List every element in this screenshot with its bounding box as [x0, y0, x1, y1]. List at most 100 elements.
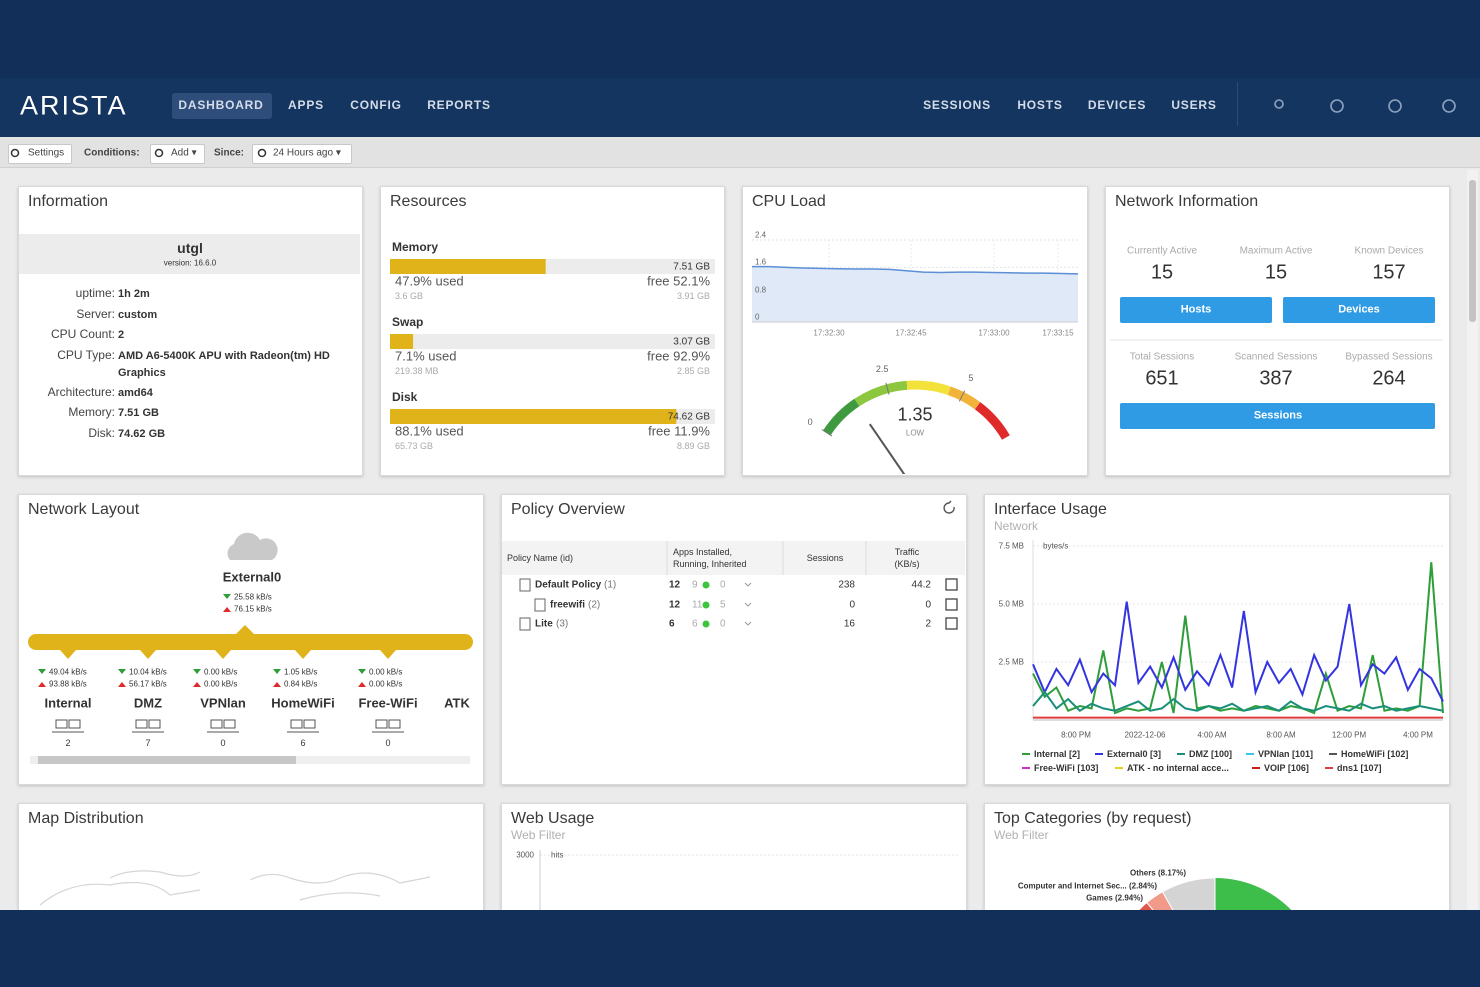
info-value: 1h 2m: [118, 288, 150, 300]
settings-label[interactable]: Settings: [28, 147, 65, 159]
info-label: Memory:: [68, 405, 115, 420]
nav-item[interactable]: CONFIG: [350, 98, 402, 113]
policy-name[interactable]: Lite: [535, 618, 553, 630]
interface-name: HomeWiFi: [271, 695, 335, 711]
card: [380, 186, 725, 476]
legend-label[interactable]: HomeWiFi [102]: [1341, 748, 1409, 759]
host-count: 2: [65, 737, 71, 748]
stat-value: 264: [1372, 367, 1406, 390]
policy-name[interactable]: Default Policy: [535, 579, 602, 591]
button-label[interactable]: Hosts: [1180, 303, 1212, 316]
gauge-tick-label: 2.5: [875, 364, 889, 375]
host-count: 0: [385, 737, 391, 748]
y-tick-label: 2.4: [755, 230, 767, 240]
stat-value: 387: [1259, 367, 1293, 390]
y-tick-label: 0: [755, 312, 760, 322]
interface-name: ATK: [444, 695, 470, 711]
card-title: Top Categories (by request): [994, 809, 1192, 827]
nav-item[interactable]: DEVICES: [1087, 98, 1147, 113]
x-tick-label: 8:00 AM: [1266, 730, 1296, 740]
gauge-tick-label: 5: [968, 373, 974, 384]
rate-down: 49.04 kB/s: [49, 667, 87, 677]
nav-active-bg: [172, 93, 272, 119]
unit-label: hits: [551, 850, 564, 860]
stat-value: 651: [1145, 367, 1179, 390]
info-label: Disk:: [88, 426, 115, 441]
rate-up: 0.00 kB/s: [369, 679, 403, 689]
button[interactable]: [1120, 297, 1272, 323]
resource-free: free 92.9%: [647, 348, 710, 364]
add-label[interactable]: Add ▾: [171, 147, 197, 159]
button-label[interactable]: Sessions: [1253, 409, 1303, 422]
rate-down: 0.00 kB/s: [204, 667, 238, 677]
nav-item[interactable]: HOSTS: [1017, 98, 1063, 113]
nav-item[interactable]: USERS: [1171, 98, 1217, 113]
legend-label[interactable]: External0 [3]: [1107, 748, 1162, 759]
nav-item[interactable]: SESSIONS: [923, 98, 991, 113]
policy-name[interactable]: freewifi: [550, 599, 586, 611]
y-tick-label: 7.5 MB: [998, 541, 1024, 551]
gauge-label: LOW: [905, 428, 925, 438]
info-value: amd64: [118, 387, 153, 399]
interface-name: VPNlan: [200, 695, 246, 711]
time-range-button[interactable]: [252, 144, 352, 164]
host-band: [19, 234, 360, 274]
info-label: Server:: [76, 307, 115, 322]
legend-label[interactable]: DMZ [100]: [1189, 748, 1233, 759]
nav-item[interactable]: APPS: [288, 98, 324, 113]
column-header: Sessions: [806, 552, 844, 563]
apps-running: 6: [692, 618, 698, 630]
stat-value: 15: [1264, 261, 1288, 284]
stat-value: 157: [1372, 261, 1406, 284]
slice-label: Games (2.94%): [1086, 893, 1143, 903]
x-tick-label: 4:00 PM: [1403, 730, 1433, 740]
stat-label: Bypassed Sessions: [1345, 351, 1433, 363]
slice-label: Computer and Internet Sec... (2.84%): [1017, 881, 1157, 891]
card-subtitle: Network: [994, 519, 1039, 534]
nav-item[interactable]: DASHBOARD: [178, 98, 264, 113]
stat-label: Scanned Sessions: [1234, 351, 1318, 363]
rate-up: 93.88 kB/s: [49, 679, 87, 689]
legend-label[interactable]: Internal [2]: [1034, 748, 1081, 759]
column-header: Policy Name (id): [507, 552, 574, 563]
brand-logo[interactable]: ARISTA: [20, 90, 128, 121]
policy-traffic: 2: [925, 618, 931, 630]
add-condition-button[interactable]: [150, 144, 205, 164]
rate-up: 76.15 kB/s: [234, 604, 272, 614]
card-subtitle: Web Filter: [511, 828, 566, 843]
button[interactable]: [1283, 297, 1435, 323]
button-label[interactable]: Devices: [1338, 303, 1380, 316]
legend-label[interactable]: VPNlan [101]: [1258, 748, 1314, 759]
resource-free-amount: 2.85 GB: [676, 365, 710, 376]
legend-label[interactable]: ATK - no internal acce...: [1127, 762, 1229, 773]
info-label: CPU Type:: [57, 348, 115, 363]
legend-label[interactable]: dns1 [107]: [1337, 762, 1382, 773]
toolbar: [0, 137, 1480, 168]
range-label[interactable]: 24 Hours ago ▾: [273, 147, 341, 159]
legend-label[interactable]: VOIP [106]: [1264, 762, 1309, 773]
card-subtitle: Web Filter: [994, 828, 1049, 843]
bottom-band: [0, 910, 1480, 987]
y-tick-label: 2.5 MB: [998, 657, 1024, 667]
nav-item[interactable]: REPORTS: [427, 98, 491, 113]
stat-label: Currently Active: [1126, 245, 1198, 257]
button[interactable]: [1120, 403, 1435, 429]
scrollbar-thumb[interactable]: [1469, 180, 1476, 322]
y-tick-label: 0.8: [755, 285, 767, 295]
host-count: 0: [220, 737, 226, 748]
gauge-value: 1.35: [897, 404, 933, 425]
policy-traffic: 44.2: [911, 579, 931, 591]
rate-up: 56.17 kB/s: [129, 679, 167, 689]
policy-id: (2): [588, 599, 601, 611]
resource-used-amount: 3.6 GB: [395, 290, 424, 301]
apps-installed: 12: [669, 579, 681, 591]
settings-button[interactable]: [8, 144, 72, 164]
x-tick-label: 17:32:45: [895, 328, 927, 338]
policy-sessions: 238: [838, 579, 855, 591]
nav-separator: [1237, 82, 1238, 126]
apps-inherited: 5: [720, 599, 726, 611]
conditions-label: Conditions:: [84, 147, 140, 159]
x-tick-label: 17:33:00: [978, 328, 1010, 338]
legend-label[interactable]: Free-WiFi [103]: [1034, 762, 1099, 773]
card-title: CPU Load: [752, 192, 826, 210]
